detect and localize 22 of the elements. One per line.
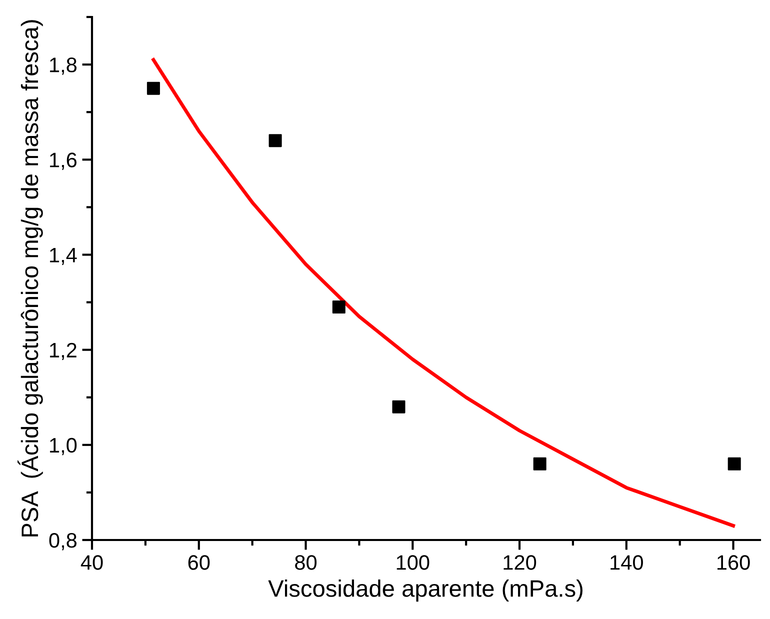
point: [268, 134, 282, 148]
line-series: [152, 58, 736, 528]
x-tick-label: 60: [188, 555, 210, 570]
x-tick-label: 100: [396, 555, 430, 570]
x-tick-label: 160: [717, 555, 750, 570]
y-tick-label: 1,4: [50, 248, 77, 265]
point: [146, 82, 160, 95]
x-tick-label: 120: [504, 555, 536, 570]
y-tick-label: 0,8: [49, 533, 77, 550]
point: [332, 300, 346, 314]
x-tick-label: 80: [295, 555, 317, 570]
point: [392, 400, 406, 414]
y-tick-label: 1,2: [50, 342, 76, 360]
x-axis-title: Viscosidade aparente (mPa.s): [268, 580, 582, 602]
x-tick-label: 40: [80, 555, 103, 570]
y-tick-label: 1,8: [50, 58, 77, 75]
y-tick-label: 1,0: [50, 438, 77, 456]
y-axis-title: PSA (Ácido galacturônico mg/g de massa fresca): [18, 20, 43, 536]
point: [533, 457, 546, 470]
point: [728, 457, 741, 470]
y-tick-label: 1,6: [50, 152, 77, 170]
x-tick-label: 140: [610, 555, 643, 570]
